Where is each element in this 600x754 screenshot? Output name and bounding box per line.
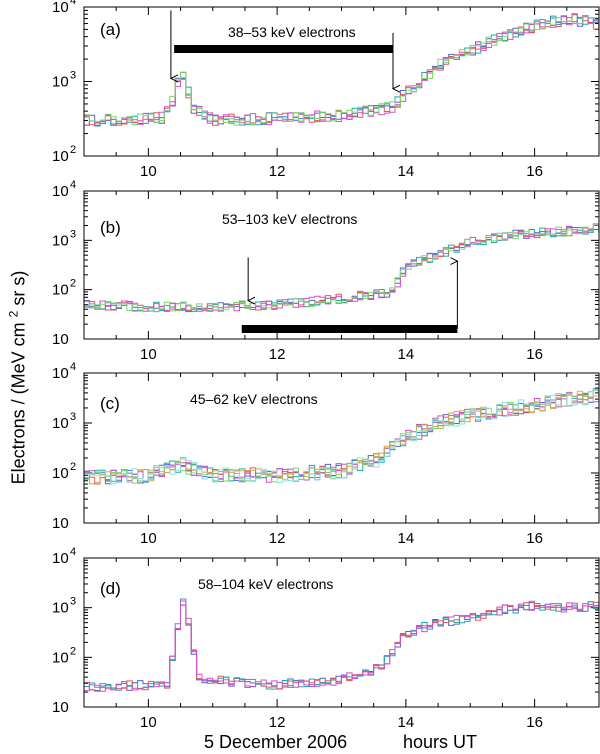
panel-title: 58–104 keV electrons bbox=[198, 576, 333, 592]
y-tick-label: 10 bbox=[52, 183, 69, 200]
y-tick-label-exponent: 3 bbox=[70, 411, 76, 423]
panel-title: 53–103 keV electrons bbox=[222, 211, 357, 227]
y-tick-label: 10 bbox=[52, 600, 69, 617]
x-tick-label: 16 bbox=[526, 714, 543, 731]
x-tick-label: 16 bbox=[526, 163, 543, 180]
panel-label: (c) bbox=[100, 394, 120, 413]
series-line-5 bbox=[84, 223, 600, 313]
series-line-4 bbox=[84, 223, 600, 312]
y-axis-label-exponent: 2 bbox=[6, 310, 21, 318]
x-tick-label: 14 bbox=[398, 714, 415, 731]
series-line-4 bbox=[84, 600, 600, 692]
series-line-5 bbox=[84, 16, 600, 126]
y-tick-label-exponent: 2 bbox=[70, 144, 76, 156]
y-tick-label-exponent: 4 bbox=[70, 179, 76, 191]
y-axis-label-main: Electrons / (MeV cm bbox=[8, 322, 29, 485]
plot-frame bbox=[83, 190, 600, 340]
y-axis-label: Electrons / (MeV cm 2 sr s) bbox=[7, 248, 30, 508]
y-tick-label-exponent: 4 bbox=[70, 361, 76, 373]
y-tick-label: 10 bbox=[52, 0, 69, 16]
y-tick-label: 10 bbox=[52, 415, 69, 432]
x-tick-label: 16 bbox=[526, 346, 543, 363]
x-tick-label: 12 bbox=[269, 714, 286, 731]
panel-label: (b) bbox=[100, 218, 121, 237]
plot-frame bbox=[83, 6, 600, 157]
y-tick-label: 10 bbox=[52, 282, 69, 299]
x-tick-label: 16 bbox=[526, 530, 543, 547]
x-tick-label: 14 bbox=[398, 346, 415, 363]
y-tick-label: 10 bbox=[52, 331, 69, 348]
x-tick-label: 12 bbox=[269, 163, 286, 180]
y-tick-label: 10 bbox=[52, 699, 69, 716]
y-tick-label-exponent: 3 bbox=[70, 228, 76, 240]
y-tick-label-exponent: 4 bbox=[70, 546, 76, 558]
x-tick-label: 10 bbox=[140, 163, 157, 180]
x-axis-units: hours UT bbox=[403, 732, 478, 752]
x-tick-label: 14 bbox=[398, 530, 415, 547]
y-tick-label: 10 bbox=[52, 232, 69, 249]
panel-label: (d) bbox=[100, 579, 121, 598]
y-tick-label: 10 bbox=[52, 148, 69, 165]
panel-label: (a) bbox=[100, 20, 121, 39]
plot-frame bbox=[83, 372, 600, 524]
y-tick-label-exponent: 3 bbox=[70, 70, 76, 82]
panel-title: 38–53 keV electrons bbox=[228, 24, 356, 40]
y-tick-label: 10 bbox=[52, 550, 69, 567]
x-tick-label: 10 bbox=[140, 346, 157, 363]
x-tick-label: 14 bbox=[398, 163, 415, 180]
panel-title: 45–62 keV electrons bbox=[190, 391, 318, 407]
time-interval-bar bbox=[241, 325, 458, 333]
y-axis-label-tail: sr s) bbox=[8, 270, 29, 311]
y-tick-label: 10 bbox=[52, 465, 69, 482]
x-tick-label: 10 bbox=[140, 714, 157, 731]
y-tick-label: 10 bbox=[52, 515, 69, 532]
x-tick-label: 12 bbox=[269, 346, 286, 363]
y-tick-label: 10 bbox=[52, 74, 69, 91]
y-tick-label-exponent: 2 bbox=[70, 278, 76, 290]
x-tick-label: 10 bbox=[140, 530, 157, 547]
series-line-7 bbox=[84, 389, 600, 485]
x-axis-date: 5 December 2006 bbox=[204, 732, 348, 752]
y-tick-label: 10 bbox=[52, 649, 69, 666]
time-interval-bar bbox=[174, 45, 393, 53]
y-tick-label: 10 bbox=[52, 365, 69, 382]
x-tick-label: 12 bbox=[269, 530, 286, 547]
y-tick-label-exponent: 2 bbox=[70, 645, 76, 657]
y-tick-label-exponent: 4 bbox=[70, 0, 76, 7]
plot-frame bbox=[83, 557, 600, 708]
y-tick-label-exponent: 3 bbox=[70, 596, 76, 608]
y-tick-label-exponent: 2 bbox=[70, 461, 76, 473]
